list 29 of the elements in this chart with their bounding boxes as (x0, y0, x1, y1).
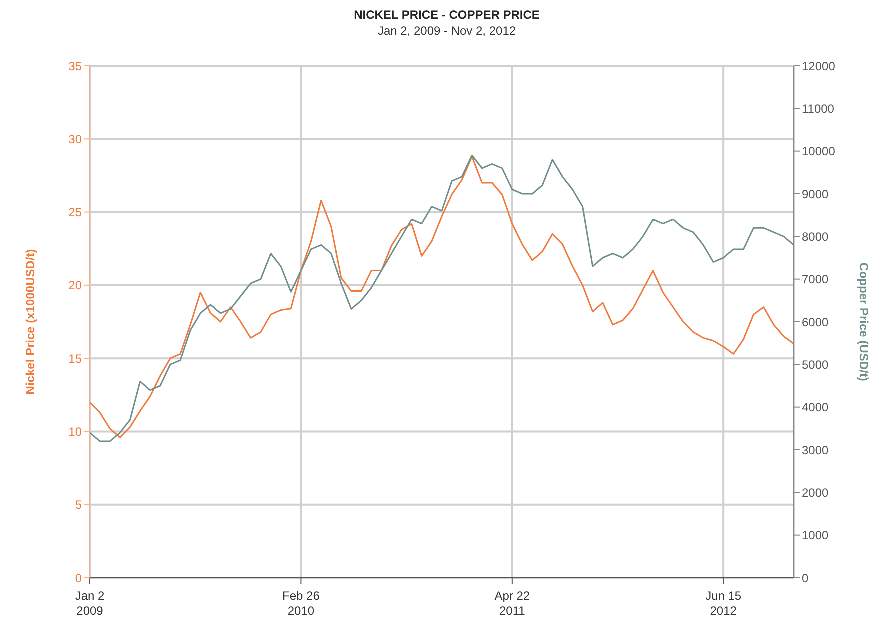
x-tick-label: Apr 22 2011 (494, 589, 530, 618)
y2-tick-label: 6000 (802, 315, 830, 330)
y-tick-label: 10 (68, 424, 82, 439)
x-tick-label: Feb 26 2010 (282, 589, 320, 618)
y2-tick-label: 9000 (802, 187, 830, 202)
x-tick-label: Jun 15 2012 (706, 589, 742, 618)
y2-axis-title: Copper Price (USD/t) (856, 262, 871, 382)
y2-tick-label: 1000 (802, 528, 830, 543)
y-tick-label: 5 (75, 498, 82, 512)
y-axis-title: Nickel Price (x1000USD/t) (23, 249, 38, 395)
x-tick-label: Jan 2 2009 (75, 589, 105, 618)
y-tick-label: 20 (68, 278, 82, 293)
y-tick-label: 0 (75, 571, 82, 586)
y2-tick-label: 7000 (802, 272, 830, 287)
y-tick-label: 15 (68, 352, 82, 366)
chart-title: NICKEL PRICE - COPPER PRICE (353, 7, 541, 22)
y-tick-label: 30 (68, 132, 82, 146)
y2-tick-label: 3000 (802, 443, 830, 458)
y2-tick-label: 11000 (802, 102, 835, 116)
y2-tick-label: 2000 (802, 486, 830, 500)
y2-tick-label: 12000 (802, 59, 836, 74)
y-tick-label: 25 (68, 206, 82, 220)
chart-subtitle: Jan 2, 2009 - Nov 2, 2012 (376, 24, 518, 38)
y-tick-label: 35 (68, 59, 82, 74)
y2-tick-label: 5000 (802, 358, 830, 372)
y2-tick-label: 10000 (802, 144, 836, 159)
y2-tick-label: 0 (802, 571, 809, 586)
y2-tick-label: 8000 (802, 230, 830, 244)
y2-tick-label: 4000 (802, 400, 830, 415)
